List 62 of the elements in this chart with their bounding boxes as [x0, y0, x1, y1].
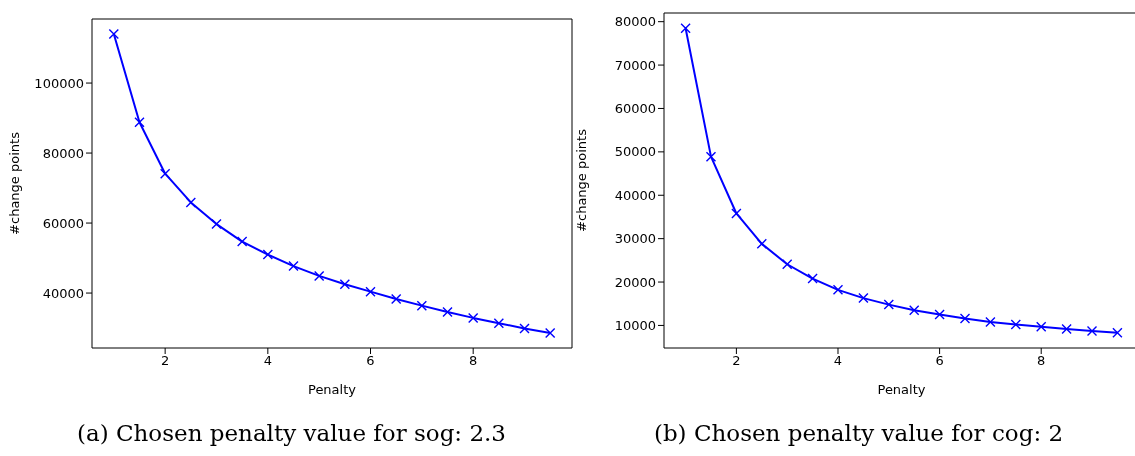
point	[1036, 321, 1047, 332]
point	[985, 316, 996, 328]
point	[159, 168, 171, 179]
x-axis-title: Penalty	[877, 382, 926, 397]
point	[858, 292, 869, 304]
y-tick-label: 30000	[614, 231, 656, 247]
point	[1010, 319, 1021, 330]
x-tick-label: 8	[469, 353, 478, 369]
y-axis-title: #change points	[6, 131, 22, 235]
x-tick-label: 4	[263, 353, 272, 369]
point	[883, 299, 894, 310]
point	[108, 28, 120, 40]
y-tick-label: 70000	[614, 57, 656, 73]
point	[262, 249, 274, 260]
y-tick-label: 20000	[614, 274, 656, 290]
point	[756, 238, 767, 250]
y-axis-title: #change points	[573, 128, 589, 232]
point	[365, 286, 376, 297]
text: (a) Chosen penalty value for sog: 2.3	[76, 420, 507, 446]
point	[731, 208, 742, 219]
point	[680, 22, 691, 34]
point	[1061, 323, 1072, 335]
point	[807, 273, 818, 284]
point	[909, 305, 920, 316]
point	[493, 317, 505, 329]
point	[236, 236, 248, 247]
y-tick-label: 100000	[34, 75, 84, 91]
y-tick-label: 80000	[614, 14, 656, 30]
x-tick-label: 8	[1037, 353, 1046, 369]
point	[442, 306, 453, 318]
point	[467, 312, 479, 324]
y-tick-label: 60000	[42, 215, 84, 231]
point	[390, 293, 402, 305]
point	[313, 270, 325, 282]
x-tick-label: 2	[161, 353, 170, 369]
x-tick-label: 2	[732, 353, 741, 369]
point	[339, 279, 351, 290]
point	[544, 327, 556, 339]
point	[832, 284, 844, 296]
point	[934, 309, 945, 320]
point	[288, 260, 299, 272]
x-tick-label: 6	[366, 353, 375, 369]
x-tick-label: 4	[833, 353, 843, 369]
point	[211, 218, 222, 230]
point	[1086, 325, 1098, 337]
y-tick-label: 40000	[42, 285, 84, 301]
y-tick-label: 60000	[614, 101, 656, 117]
y-tick-label: 80000	[42, 145, 84, 161]
point	[416, 300, 428, 311]
point	[1112, 327, 1123, 339]
point	[959, 313, 971, 324]
point	[519, 323, 530, 334]
y-tick-label: 10000	[614, 318, 656, 334]
text: (b) Chosen penalty value for cog: 2	[652, 420, 1065, 446]
point	[185, 197, 197, 208]
point	[705, 151, 717, 162]
x-tick-label: 6	[935, 353, 944, 369]
point	[134, 117, 145, 128]
y-tick-label: 40000	[614, 187, 656, 203]
y-tick-label: 50000	[614, 144, 656, 160]
x-axis-title: Penalty	[308, 382, 357, 397]
point	[782, 259, 793, 270]
